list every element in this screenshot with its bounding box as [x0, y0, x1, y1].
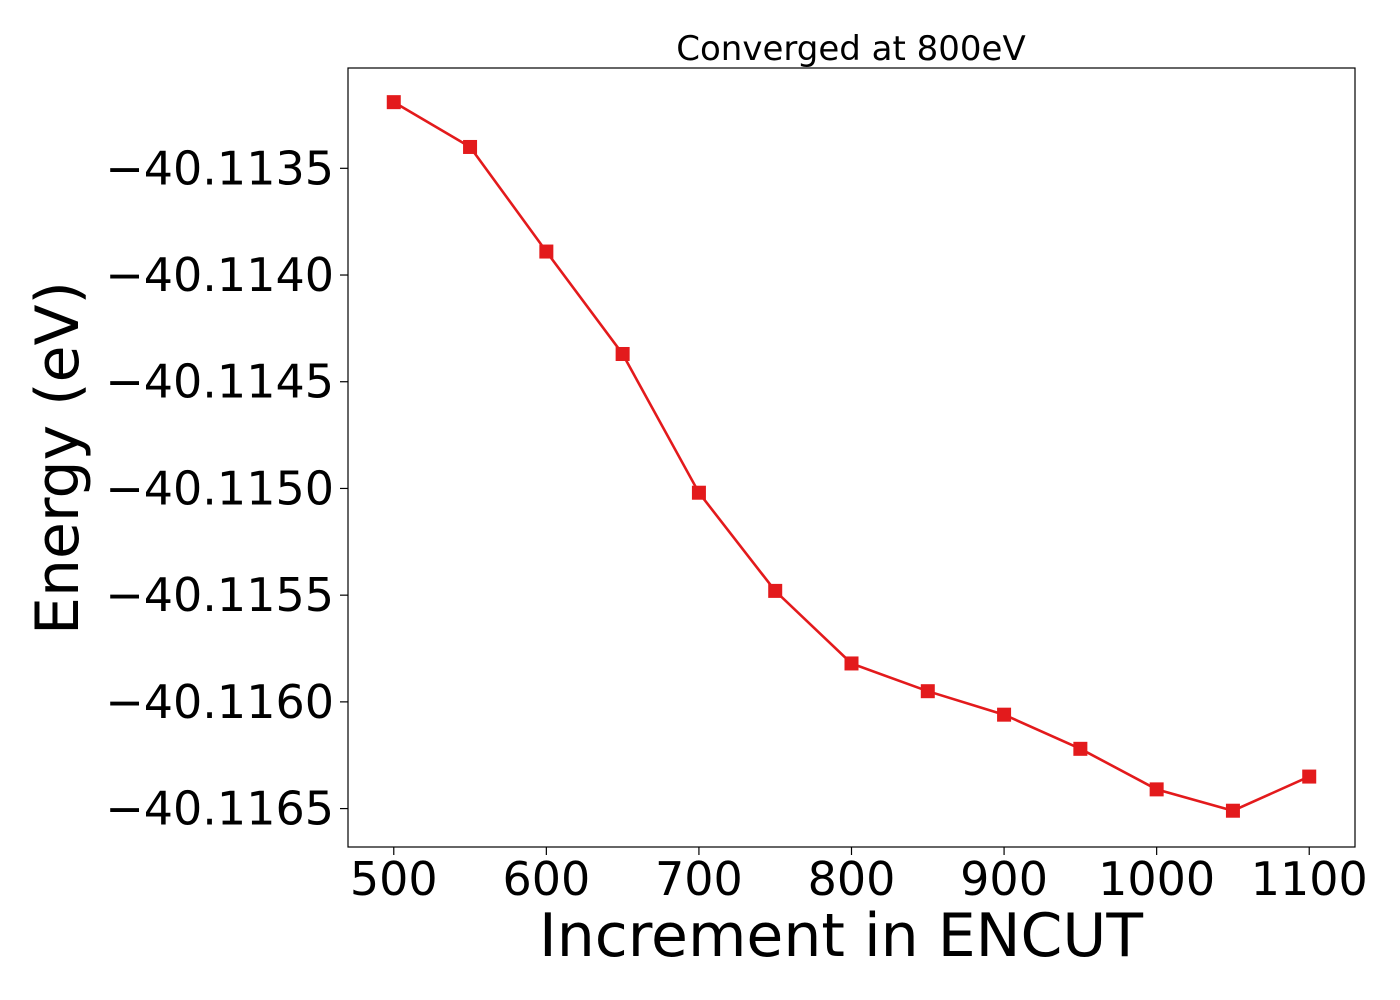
data-point-marker: [1302, 769, 1317, 784]
data-point-marker: [539, 244, 554, 259]
plot-area: [386, 95, 1317, 818]
y-tick-label: −40.1135: [105, 141, 334, 195]
data-point-marker: [920, 684, 935, 699]
data-point-marker: [1149, 782, 1164, 797]
y-tick-label: −40.1140: [105, 248, 334, 302]
data-point-marker: [386, 95, 401, 110]
y-tick-label: −40.1145: [105, 355, 334, 409]
data-point-marker: [1073, 741, 1088, 756]
data-point-marker: [997, 707, 1012, 722]
y-axis-title: Energy (eV): [23, 281, 93, 635]
x-tick-label: 700: [655, 852, 743, 906]
y-tick-label: −40.1160: [105, 675, 334, 729]
data-point-marker: [615, 346, 630, 361]
y-tick-label: −40.1155: [105, 568, 334, 622]
y-tick-label: −40.1165: [105, 782, 334, 836]
y-tick-label: −40.1150: [105, 461, 334, 515]
data-point-marker: [768, 583, 783, 598]
data-point-marker: [463, 139, 478, 154]
data-point-marker: [691, 485, 706, 500]
x-axis-ticks: 500 600 700 800 900 1000 1100: [350, 847, 1368, 906]
x-axis-title: Increment in ENCUT: [539, 901, 1143, 971]
y-axis-ticks: −40.1135 −40.1140 −40.1145 −40.1150 −40.1155…: [105, 141, 348, 836]
x-tick-label: 1100: [1251, 852, 1368, 906]
x-tick-label: 1000: [1098, 852, 1215, 906]
data-point-marker: [1225, 803, 1240, 818]
x-tick-label: 800: [808, 852, 896, 906]
x-tick-label: 900: [960, 852, 1048, 906]
chart-title: Converged at 800eV: [676, 29, 1025, 69]
x-tick-label: 600: [502, 852, 590, 906]
data-point-marker: [844, 656, 859, 671]
x-tick-label: 500: [350, 852, 438, 906]
